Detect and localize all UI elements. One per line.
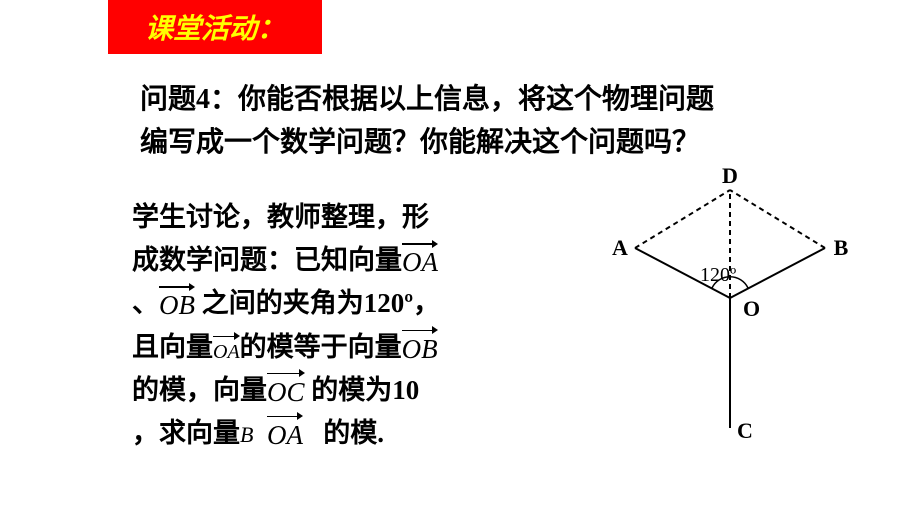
body-l3c: ， xyxy=(413,288,440,318)
body-l4b: 的模等于向量 xyxy=(240,332,402,362)
body-l1: 学生讨论，教师整理，形 xyxy=(132,202,429,232)
line-bd xyxy=(730,190,825,248)
value-10: 10 xyxy=(392,375,419,405)
vector-ob-2: OB xyxy=(402,334,438,363)
vector-ob: OB xyxy=(159,290,195,319)
label-c: C xyxy=(737,418,753,443)
body-l6a: ，求向量 xyxy=(132,418,240,448)
vector-oa-2: OA xyxy=(213,340,240,362)
question-line1: 你能否根据以上信息，将这个物理问题 xyxy=(238,84,714,115)
vector-oa: OA xyxy=(402,247,438,276)
problem-body: 学生讨论，教师整理，形 成数学问题：已知向量OA 、OB 之间的夹角为120º，… xyxy=(132,196,562,455)
body-l3b: 之间的夹角为 xyxy=(195,288,364,318)
vector-oc: OC xyxy=(267,377,305,406)
label-d: D xyxy=(722,168,738,188)
body-l3a: 、 xyxy=(132,288,159,318)
vector-diagram: D A B O C 120º xyxy=(570,168,890,488)
body-l2: 成数学问题：已知向量 xyxy=(132,245,402,275)
body-l5a: 的模，向量 xyxy=(132,375,267,405)
label-b: B xyxy=(834,235,849,260)
stray-b: B xyxy=(240,422,253,447)
label-o: O xyxy=(743,296,760,321)
label-angle: 120º xyxy=(700,264,736,286)
label-a: A xyxy=(612,235,628,260)
activity-header: 课堂活动： xyxy=(108,0,322,54)
line-ob xyxy=(730,248,825,298)
vector-oa-3: OA xyxy=(267,420,303,449)
body-l4a: 且向量 xyxy=(132,332,213,362)
line-ad xyxy=(635,190,730,248)
question-line2: 编写成一个数学问题？你能解决这个问题吗？ xyxy=(140,127,700,158)
question-block: 问题4：你能否根据以上信息，将这个物理问题 编写成一个数学问题？你能解决这个问题… xyxy=(140,78,840,165)
question-prefix: 问题4： xyxy=(140,84,238,115)
body-l6b: 的模. xyxy=(323,418,384,448)
body-l5b: 的模为 xyxy=(305,375,393,405)
activity-title: 课堂活动： xyxy=(145,7,285,47)
angle-120: 120º xyxy=(364,288,413,318)
